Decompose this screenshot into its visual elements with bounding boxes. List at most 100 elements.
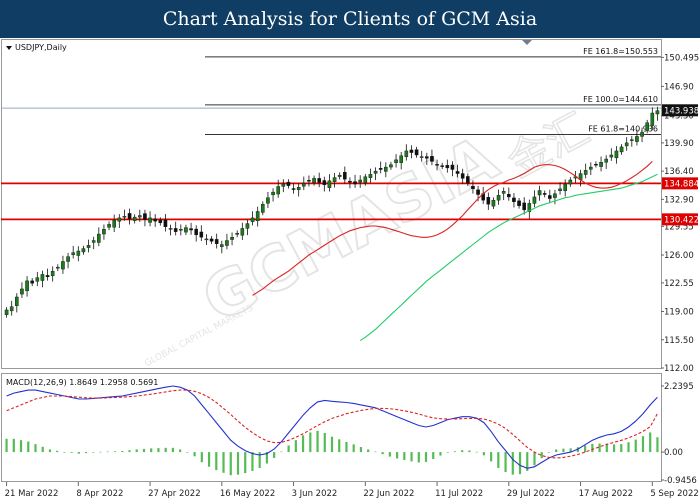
candle-107 <box>553 189 557 205</box>
candle-38 <box>199 225 204 242</box>
time-tick-label: 17 Aug 2022 <box>579 489 633 499</box>
macd-hist-bar-83 <box>605 443 608 453</box>
chart-shift-icon[interactable] <box>522 40 532 45</box>
candle-81 <box>419 150 424 162</box>
candle-83 <box>430 149 434 166</box>
candle-80 <box>414 146 419 158</box>
macd-hist-bar-10 <box>77 452 80 454</box>
candle-78 <box>404 144 409 161</box>
macd-hist-bar-17 <box>128 450 131 453</box>
candle-113 <box>583 163 588 179</box>
macd-hist-bar-60 <box>439 452 442 456</box>
macd-hist-bar-50 <box>367 449 370 453</box>
candle-124 <box>640 127 644 143</box>
macd-hist-bar-68 <box>497 452 500 469</box>
candle-82 <box>425 152 429 165</box>
price-tick-label: 132.90 <box>664 195 694 205</box>
candle-109 <box>563 179 567 197</box>
candle-119 <box>614 146 619 164</box>
candle-100 <box>517 197 521 209</box>
candle-72 <box>373 167 378 181</box>
candle-67 <box>348 177 352 189</box>
price-tick-label: 119.00 <box>664 308 694 318</box>
price-tick-label: 143.30 <box>664 111 694 121</box>
candle-57 <box>296 183 301 197</box>
candle-62 <box>322 176 327 192</box>
price-tags-layer: 143.938 134.884 130.422 <box>662 104 699 226</box>
candle-40 <box>209 236 214 245</box>
macd-hist-bar-6 <box>48 449 52 453</box>
candle-2 <box>15 293 19 313</box>
candle-21 <box>112 214 116 233</box>
macd-hist-bar-56 <box>410 452 413 462</box>
candle-75 <box>389 161 393 170</box>
candle-34 <box>179 224 183 236</box>
candle-15 <box>81 245 86 255</box>
candle-13 <box>71 245 75 259</box>
macd-hist-bar-74 <box>540 452 543 459</box>
macd-hist-bar-3 <box>27 441 30 453</box>
candle-79 <box>409 145 414 159</box>
macd-hist-bar-48 <box>352 444 355 453</box>
macd-hist-bar-32 <box>236 452 240 475</box>
macd-hist-bar-76 <box>555 449 558 453</box>
macd-hist-bar-62 <box>453 451 457 453</box>
macd-hist-bar-87 <box>634 439 637 453</box>
candle-9 <box>50 266 55 282</box>
candle-6 <box>35 271 40 287</box>
macd-hist-bar-12 <box>92 452 95 453</box>
macd-hist-bar-33 <box>244 452 247 474</box>
candle-48 <box>250 211 255 226</box>
macd-hist-bar-52 <box>381 452 384 455</box>
candle-126 <box>650 107 655 131</box>
candle-42 <box>220 240 224 254</box>
macd-hist-bar-69 <box>504 452 507 473</box>
candle-3 <box>20 282 24 298</box>
macd-hist-bar-61 <box>446 452 449 453</box>
price-tick-label: 150.495 <box>664 53 699 63</box>
price-tag-label-2: 130.422 <box>664 215 699 225</box>
candle-50 <box>261 201 265 216</box>
candle-64 <box>332 172 337 188</box>
macd-hist-bar-9 <box>70 452 73 453</box>
macd-hist-bar-45 <box>330 436 334 453</box>
macd-hist-bar-18 <box>135 449 138 453</box>
candle-84 <box>435 159 439 171</box>
macd-hist-bar-38 <box>280 451 283 453</box>
candle-43 <box>225 233 229 250</box>
macd-hist-bar-59 <box>432 452 435 459</box>
candle-47 <box>245 219 250 236</box>
macd-hist-bar-89 <box>649 432 652 453</box>
price-tag-1: 134.884 <box>662 177 699 190</box>
price-axis: 150.495 146.90 143.30 139.90 136.40 132.90 129… <box>661 53 699 374</box>
macd-hist-bar-7 <box>56 450 59 453</box>
macd-line <box>6 385 658 469</box>
candle-41 <box>214 233 219 249</box>
candle-74 <box>384 162 388 178</box>
price-tag-label-1: 134.884 <box>664 179 699 189</box>
macd-hist-bar-43 <box>316 430 319 453</box>
time-tick-label: 22 Jun 2022 <box>363 489 414 499</box>
macd-hist-bar-0 <box>5 438 8 453</box>
candle-58 <box>302 176 306 191</box>
candle-116 <box>599 156 603 172</box>
macd-hist-bar-36 <box>265 452 269 464</box>
macd-hist-bar-22 <box>164 447 167 453</box>
macd-hist-bar-41 <box>301 435 305 453</box>
candle-105 <box>542 190 547 198</box>
candle-4 <box>25 276 29 297</box>
macd-hist-bar-8 <box>63 452 66 453</box>
level-label-1: FE 100.0=144.610 <box>583 95 658 104</box>
candle-77 <box>399 151 403 170</box>
macd-tick-label: -0.9456 <box>664 476 697 486</box>
price-tag-label-0: 143.938 <box>664 106 699 116</box>
price-tick-label: 146.90 <box>664 82 694 92</box>
candle-69 <box>358 175 362 188</box>
candle-103 <box>532 190 537 208</box>
price-tick-label: 129.55 <box>664 222 694 232</box>
macd-label: MACD(12,26,9) 1.8649 1.2958 0.5691 <box>6 378 158 387</box>
candle-87 <box>450 161 455 177</box>
macd-hist-bar-16 <box>121 451 124 453</box>
triangle-down-icon[interactable] <box>6 46 12 50</box>
